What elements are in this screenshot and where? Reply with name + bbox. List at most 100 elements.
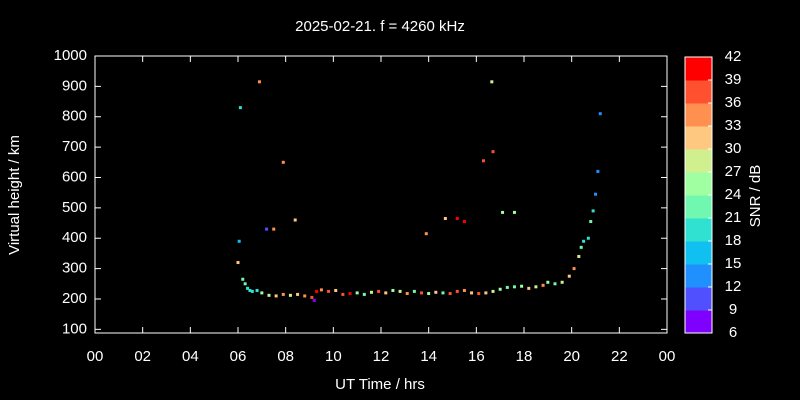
point bbox=[281, 292, 285, 296]
y-tick-label: 800 bbox=[62, 108, 87, 125]
point bbox=[491, 289, 495, 293]
point bbox=[527, 286, 531, 290]
point bbox=[534, 285, 538, 289]
colorbar-band bbox=[685, 57, 712, 81]
point bbox=[281, 160, 285, 164]
point bbox=[355, 291, 359, 295]
point bbox=[296, 292, 300, 296]
point bbox=[572, 267, 576, 271]
point bbox=[267, 293, 271, 297]
y-tick-label: 400 bbox=[62, 229, 87, 246]
point bbox=[490, 80, 494, 84]
colorbar-tick-label: 15 bbox=[725, 255, 742, 272]
point bbox=[434, 290, 438, 294]
point bbox=[315, 289, 319, 293]
colorbar-tick-label: 39 bbox=[725, 71, 742, 88]
point bbox=[512, 210, 516, 214]
point bbox=[594, 192, 597, 196]
point bbox=[455, 289, 459, 293]
colorbar-tick-label: 9 bbox=[729, 301, 737, 318]
point bbox=[238, 106, 242, 110]
x-tick-label: 02 bbox=[134, 348, 151, 365]
y-tick-label: 500 bbox=[62, 199, 87, 216]
x-tick-label: 00 bbox=[659, 348, 676, 365]
y-tick-label: 100 bbox=[62, 320, 87, 337]
point bbox=[327, 289, 331, 293]
x-tick-label: 04 bbox=[182, 348, 199, 365]
point bbox=[319, 288, 323, 292]
point bbox=[443, 216, 447, 220]
colorbar-band bbox=[685, 126, 712, 150]
point bbox=[248, 288, 252, 292]
point bbox=[303, 294, 307, 298]
x-tick-label: 12 bbox=[373, 348, 390, 365]
y-axis-label: Virtual height / km bbox=[6, 135, 23, 255]
point bbox=[586, 236, 590, 240]
point bbox=[369, 290, 373, 294]
point bbox=[236, 261, 240, 265]
colorbar-tick-label: 18 bbox=[725, 232, 742, 249]
point bbox=[384, 291, 388, 295]
colorbar-tick-label: 24 bbox=[725, 186, 742, 203]
colorbar-band bbox=[685, 172, 712, 196]
point bbox=[477, 292, 481, 296]
point bbox=[470, 291, 474, 295]
point bbox=[567, 274, 571, 278]
point bbox=[520, 284, 524, 288]
point bbox=[481, 159, 485, 163]
point bbox=[505, 285, 509, 289]
point bbox=[243, 282, 247, 286]
point bbox=[553, 282, 557, 286]
point bbox=[462, 220, 466, 224]
point bbox=[334, 288, 338, 292]
y-tick-label: 200 bbox=[62, 290, 87, 307]
colorbar-band bbox=[685, 241, 712, 265]
x-tick-label: 16 bbox=[468, 348, 485, 365]
y-tick-label: 900 bbox=[62, 77, 87, 94]
colorbar-band bbox=[685, 149, 712, 173]
point bbox=[582, 239, 586, 243]
x-tick-label: 10 bbox=[325, 348, 342, 365]
colorbar-tick-label: 12 bbox=[725, 278, 742, 295]
point bbox=[596, 169, 600, 173]
point bbox=[377, 289, 381, 293]
colorbar-tick-label: 21 bbox=[725, 209, 742, 226]
point bbox=[362, 292, 366, 296]
point bbox=[498, 287, 502, 291]
colorbar-band bbox=[685, 218, 712, 242]
point bbox=[293, 218, 297, 222]
point bbox=[241, 277, 245, 281]
point bbox=[412, 289, 416, 293]
point bbox=[424, 232, 428, 236]
colorbar-band bbox=[685, 103, 712, 127]
point bbox=[491, 150, 495, 154]
x-tick-label: 06 bbox=[230, 348, 247, 365]
x-tick-label: 14 bbox=[420, 348, 437, 365]
point bbox=[341, 292, 345, 296]
point bbox=[579, 245, 583, 249]
x-tick-label: 18 bbox=[516, 348, 533, 365]
x-tick-label: 20 bbox=[563, 348, 580, 365]
point bbox=[501, 210, 505, 214]
point bbox=[541, 283, 545, 287]
point bbox=[546, 280, 550, 284]
point bbox=[462, 288, 466, 292]
y-tick-label: 1000 bbox=[54, 47, 87, 64]
colorbar-band bbox=[685, 264, 712, 288]
point bbox=[348, 292, 352, 296]
point bbox=[405, 292, 409, 296]
colorbar-tick-label: 36 bbox=[725, 94, 742, 111]
colorbar-tick-label: 30 bbox=[725, 140, 742, 157]
point bbox=[257, 80, 261, 84]
colorbar-tick-label: 6 bbox=[729, 324, 737, 341]
x-tick-label: 22 bbox=[611, 348, 628, 365]
y-tick-label: 600 bbox=[62, 168, 87, 185]
point bbox=[577, 254, 581, 258]
x-tick-label: 08 bbox=[277, 348, 294, 365]
point bbox=[237, 239, 241, 243]
point bbox=[265, 227, 269, 231]
plot-frame bbox=[94, 55, 668, 334]
point bbox=[484, 291, 488, 295]
